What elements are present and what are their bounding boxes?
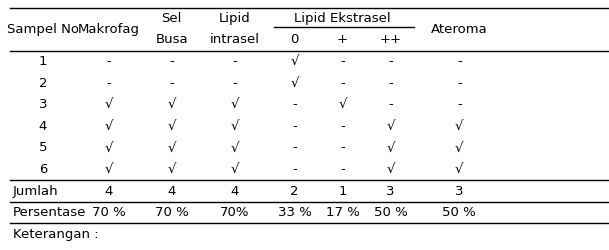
Text: Keterangan :: Keterangan : (13, 228, 99, 241)
Text: 50 %: 50 % (442, 206, 476, 219)
Text: 70 %: 70 % (92, 206, 125, 219)
Text: -: - (388, 98, 393, 111)
Text: 6: 6 (39, 163, 47, 176)
Text: +: + (337, 34, 348, 46)
Text: intrasel: intrasel (209, 34, 259, 46)
Text: √: √ (290, 55, 299, 68)
Text: 2: 2 (290, 184, 299, 198)
Text: √: √ (230, 141, 239, 154)
Text: -: - (169, 55, 174, 68)
Text: -: - (457, 55, 462, 68)
Text: 3: 3 (386, 184, 395, 198)
Text: 3: 3 (455, 184, 463, 198)
Text: -: - (232, 55, 237, 68)
Text: √: √ (455, 163, 463, 176)
Text: -: - (107, 76, 111, 90)
Text: Busa: Busa (155, 34, 188, 46)
Text: -: - (388, 55, 393, 68)
Text: √: √ (167, 163, 176, 176)
Text: -: - (340, 55, 345, 68)
Text: -: - (107, 55, 111, 68)
Text: √: √ (167, 98, 176, 111)
Text: 17 %: 17 % (326, 206, 359, 219)
Text: 3: 3 (39, 98, 48, 111)
Text: Lipid: Lipid (219, 12, 250, 25)
Text: 0: 0 (290, 34, 299, 46)
Text: √: √ (105, 163, 113, 176)
Text: √: √ (230, 120, 239, 133)
Text: 70 %: 70 % (155, 206, 189, 219)
Text: √: √ (167, 120, 176, 133)
Text: √: √ (455, 120, 463, 133)
Text: -: - (292, 141, 297, 154)
Text: √: √ (290, 76, 299, 90)
Text: -: - (340, 76, 345, 90)
Text: √: √ (455, 141, 463, 154)
Text: Sel: Sel (161, 12, 182, 25)
Text: -: - (292, 120, 297, 133)
Text: Jumlah: Jumlah (13, 184, 58, 198)
Text: 4: 4 (167, 184, 176, 198)
Text: √: √ (105, 120, 113, 133)
Text: √: √ (230, 163, 239, 176)
Text: -: - (340, 120, 345, 133)
Text: ++: ++ (379, 34, 401, 46)
Text: 1: 1 (39, 55, 48, 68)
Text: -: - (388, 76, 393, 90)
Text: √: √ (230, 98, 239, 111)
Text: 2: 2 (39, 76, 48, 90)
Text: √: √ (386, 120, 395, 133)
Text: 1: 1 (338, 184, 347, 198)
Text: Ateroma: Ateroma (431, 22, 488, 36)
Text: √: √ (105, 98, 113, 111)
Text: -: - (340, 141, 345, 154)
Text: Sampel No: Sampel No (7, 22, 79, 36)
Text: -: - (292, 163, 297, 176)
Text: -: - (169, 76, 174, 90)
Text: -: - (340, 163, 345, 176)
Text: √: √ (386, 163, 395, 176)
Text: -: - (457, 76, 462, 90)
Text: 5: 5 (39, 141, 48, 154)
Text: √: √ (105, 141, 113, 154)
Text: -: - (457, 98, 462, 111)
Text: 70%: 70% (220, 206, 250, 219)
Text: Makrofag: Makrofag (78, 22, 140, 36)
Text: √: √ (338, 98, 347, 111)
Text: Lipid Ekstrasel: Lipid Ekstrasel (294, 12, 391, 25)
Text: √: √ (386, 141, 395, 154)
Text: -: - (292, 98, 297, 111)
Text: 50 %: 50 % (373, 206, 407, 219)
Text: Persentase: Persentase (13, 206, 86, 219)
Text: 4: 4 (39, 120, 47, 133)
Text: 33 %: 33 % (278, 206, 311, 219)
Text: √: √ (167, 141, 176, 154)
Text: -: - (232, 76, 237, 90)
Text: 4: 4 (105, 184, 113, 198)
Text: 4: 4 (230, 184, 239, 198)
